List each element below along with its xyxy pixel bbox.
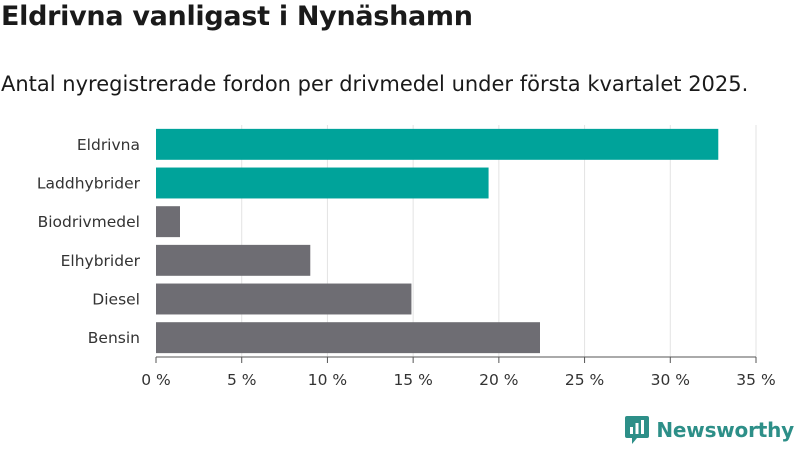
grid-lines	[241, 125, 757, 357]
x-tick-label: 5 %	[227, 371, 257, 389]
bar-chart: Eldrivna Laddhybrider Biodrivmedel Elhybrid…	[37, 125, 776, 389]
category-label: Eldrivna	[77, 136, 140, 154]
bar-bensin	[156, 322, 540, 354]
bar-biodrivmedel	[156, 206, 180, 238]
bar-eldrivna	[156, 128, 719, 160]
category-label: Laddhybrider	[37, 175, 141, 193]
x-tick-label: 25 %	[565, 371, 604, 389]
category-label: Diesel	[92, 291, 140, 309]
x-tick-label: 30 %	[651, 371, 690, 389]
chart-subtitle: Antal nyregistrerade fordon per drivmede…	[1, 72, 749, 96]
chart-title: Eldrivna vanligast i Nynäshamn	[1, 1, 473, 32]
category-label: Bensin	[88, 329, 140, 347]
brand-logo: Newsworthy	[624, 415, 794, 445]
x-tick-label: 20 %	[479, 371, 518, 389]
bar-elhybrider	[156, 244, 311, 276]
category-label: Elhybrider	[61, 252, 141, 270]
bar-laddhybrider	[156, 167, 489, 199]
newsworthy-logo-icon	[625, 416, 650, 444]
brand-name: Newsworthy	[656, 418, 794, 442]
category-labels: Eldrivna Laddhybrider Biodrivmedel Elhybrid…	[37, 136, 141, 347]
x-axis: 0 % 5 % 10 % 15 % 20 % 25 % 30 % 35 %	[141, 356, 776, 389]
x-tick-label: 0 %	[141, 371, 171, 389]
x-tick-label: 15 %	[393, 371, 432, 389]
bars	[156, 128, 719, 354]
bar-diesel	[156, 283, 412, 315]
x-tick-label: 35 %	[736, 371, 775, 389]
x-tick-label: 10 %	[308, 371, 347, 389]
category-label: Biodrivmedel	[38, 213, 140, 231]
